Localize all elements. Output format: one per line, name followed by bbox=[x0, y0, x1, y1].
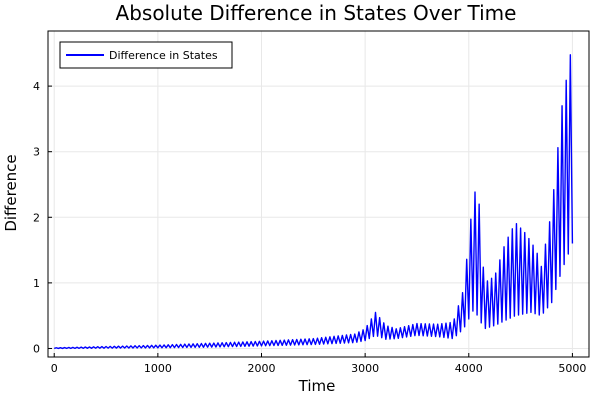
axis-ticks: 0 1000 2000 3000 4000 5000 0 1 2 3 4 bbox=[33, 80, 586, 375]
x-tick-label: 1000 bbox=[144, 362, 172, 375]
y-tick-label: 4 bbox=[33, 80, 40, 93]
series-layer bbox=[53, 54, 574, 350]
plot-frame bbox=[47, 30, 590, 358]
x-tick-label: 0 bbox=[51, 362, 58, 375]
x-tick-label: 2000 bbox=[247, 362, 275, 375]
y-tick-label: 3 bbox=[33, 146, 40, 159]
y-axis-label: Difference bbox=[2, 154, 20, 231]
x-tick-label: 3000 bbox=[351, 362, 379, 375]
y-tick-label: 1 bbox=[33, 277, 40, 290]
y-tick-label: 0 bbox=[33, 342, 40, 355]
y-tick-label: 2 bbox=[33, 211, 40, 224]
grid-lines bbox=[48, 31, 589, 357]
x-tick-label: 4000 bbox=[455, 362, 483, 375]
x-tick-label: 5000 bbox=[558, 362, 586, 375]
legend: Difference in States bbox=[59, 41, 233, 69]
chart-title: Absolute Difference in States Over Time bbox=[116, 1, 517, 25]
legend-label: Difference in States bbox=[109, 49, 218, 62]
series-line-difference-in-states bbox=[53, 54, 574, 350]
x-axis-label: Time bbox=[298, 377, 336, 395]
